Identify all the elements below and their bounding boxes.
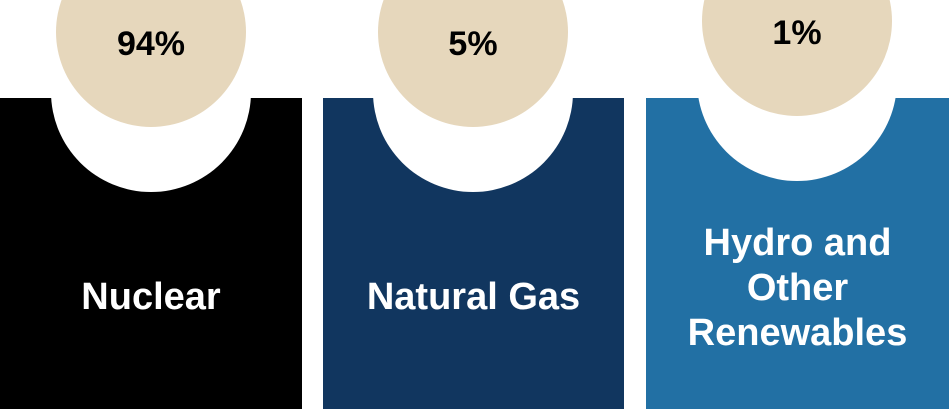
percent-value: 94%: [116, 25, 186, 63]
card-label: Natural Gas: [366, 276, 581, 318]
card-label: Hydro and Other Renewables: [687, 222, 908, 354]
card-label: Nuclear: [81, 276, 221, 318]
natural-gas-card: Natural Gas: [323, 98, 624, 409]
percent-value: 1%: [772, 14, 822, 52]
percent-value: 5%: [448, 25, 498, 63]
